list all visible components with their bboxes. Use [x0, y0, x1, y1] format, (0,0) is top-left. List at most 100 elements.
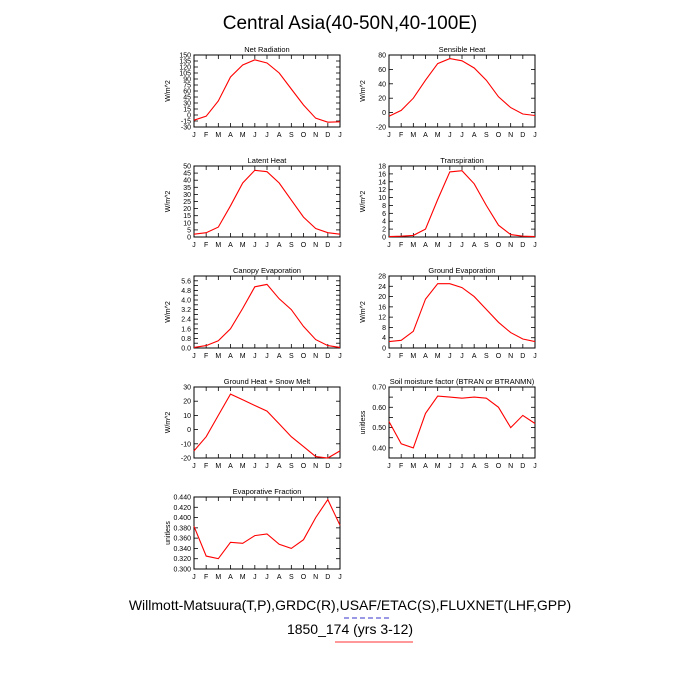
x-tick-label: J [265, 463, 269, 470]
panel-title: Transpiration [440, 156, 484, 165]
y-tick-label: 0.440 [173, 495, 191, 502]
y-tick-label: 60 [183, 89, 191, 96]
x-tick-label: J [533, 353, 537, 360]
plot-frame [193, 275, 341, 349]
y-tick-label: 6 [382, 211, 386, 218]
panel-title: Evaporative Fraction [233, 487, 302, 496]
x-tick-label: A [423, 242, 428, 249]
y-tick-label: 12 [378, 187, 386, 194]
y-tick-label: 0 [382, 346, 386, 353]
x-tick-label: D [325, 132, 330, 139]
x-tick-label: M [410, 132, 416, 139]
x-tick-label: J [192, 132, 196, 139]
x-tick-label: O [301, 242, 307, 249]
y-tick-label: 24 [378, 284, 386, 291]
y-tick-label: 8 [382, 325, 386, 332]
y-tick-label: 35 [183, 185, 191, 192]
panel-title: Ground Evaporation [428, 266, 495, 275]
y-tick-label: 30 [183, 101, 191, 108]
x-tick-label: N [313, 463, 318, 470]
x-tick-label: J [265, 574, 269, 581]
y-tick-label: 20 [183, 399, 191, 406]
x-tick-label: M [240, 242, 246, 249]
x-tick-label: J [253, 463, 257, 470]
plot-frame [388, 165, 536, 238]
panel-4: Canopy Evaporation 0.0 0.8 1.6 2.4 3.2 4.0 4.8 5… [165, 266, 342, 360]
y-tick-label: 10 [183, 413, 191, 420]
x-tick-label: O [496, 463, 502, 470]
x-tick-label: A [228, 463, 233, 470]
y-tick-label: 5.6 [181, 278, 191, 285]
y-tick-label: -30 [181, 125, 191, 132]
figure-title: Central Asia(40-50N,40-100E) [223, 13, 478, 34]
x-tick-label: A [423, 132, 428, 139]
x-tick-label: J [265, 242, 269, 249]
panel-title: Ground Heat + Snow Melt [224, 377, 311, 386]
x-tick-label: M [215, 353, 221, 360]
x-tick-label: J [338, 242, 342, 249]
y-tick-label: -15 [181, 119, 191, 126]
x-tick-label: F [399, 242, 403, 249]
plot-frame [388, 54, 536, 128]
footer-line-1: Willmott-Matsuura(T,P),GRDC(R),USAF/ETAC… [129, 597, 571, 613]
series-line [193, 59, 341, 123]
y-tick-label: 4 [382, 335, 386, 342]
x-tick-label: F [399, 132, 403, 139]
x-tick-label: O [496, 132, 502, 139]
panel-title: Soil moisture factor (BTRAN or BTRANMN) [390, 377, 535, 386]
x-tick-label: N [508, 463, 513, 470]
y-tick-label: 10 [183, 220, 191, 227]
panel-title: Canopy Evaporation [233, 266, 301, 275]
panel-8: Evaporative Fraction 0.300 0.320 0.340 0.360… [165, 487, 342, 581]
y-tick-label: 0.0 [181, 346, 191, 353]
x-tick-label: M [410, 353, 416, 360]
y-tick-label: 10 [378, 195, 386, 202]
y-tick-label: 0.420 [173, 505, 191, 512]
y-tick-label: 16 [378, 304, 386, 311]
x-tick-label: D [325, 574, 330, 581]
x-tick-label: A [472, 463, 477, 470]
y-tick-label: 45 [183, 171, 191, 178]
x-tick-label: N [508, 242, 513, 249]
y-tick-label: 25 [183, 199, 191, 206]
x-tick-label: M [215, 574, 221, 581]
x-tick-label: N [313, 132, 318, 139]
y-tick-label: 20 [378, 294, 386, 301]
x-tick-label: M [435, 463, 441, 470]
panel-7: Soil moisture factor (BTRAN or BTRANMN) 0… [360, 377, 537, 470]
x-tick-label: S [484, 242, 489, 249]
y-tick-label: 30 [183, 192, 191, 199]
x-tick-label: J [338, 132, 342, 139]
x-tick-label: J [265, 353, 269, 360]
x-tick-label: M [435, 132, 441, 139]
series-line [193, 393, 341, 459]
x-tick-label: A [277, 463, 282, 470]
y-tick-label: 15 [183, 107, 191, 114]
x-tick-label: M [410, 242, 416, 249]
x-tick-label: D [520, 242, 525, 249]
panel-0: Net Radiation -30-15015304560759010512013… [165, 45, 342, 139]
x-tick-label: A [228, 242, 233, 249]
x-tick-label: M [435, 353, 441, 360]
x-tick-label: J [338, 574, 342, 581]
y-tick-label: 0.70 [372, 385, 386, 392]
y-tick-label: 8 [382, 203, 386, 210]
x-tick-label: N [313, 242, 318, 249]
y-tick-label: 40 [378, 81, 386, 88]
x-tick-label: J [192, 353, 196, 360]
panel-title: Sensible Heat [439, 45, 487, 54]
y-tick-label: -20 [181, 456, 191, 463]
x-tick-label: D [325, 463, 330, 470]
y-tick-label: 105 [179, 71, 191, 78]
x-tick-label: J [387, 242, 391, 249]
y-axis-label: W/m^2 [165, 301, 172, 323]
y-tick-label: 3.2 [181, 307, 191, 314]
x-tick-label: A [472, 132, 477, 139]
x-tick-label: J [448, 353, 452, 360]
x-tick-label: A [423, 353, 428, 360]
y-tick-label: 0 [187, 113, 191, 120]
x-tick-label: S [484, 463, 489, 470]
x-tick-label: A [423, 463, 428, 470]
